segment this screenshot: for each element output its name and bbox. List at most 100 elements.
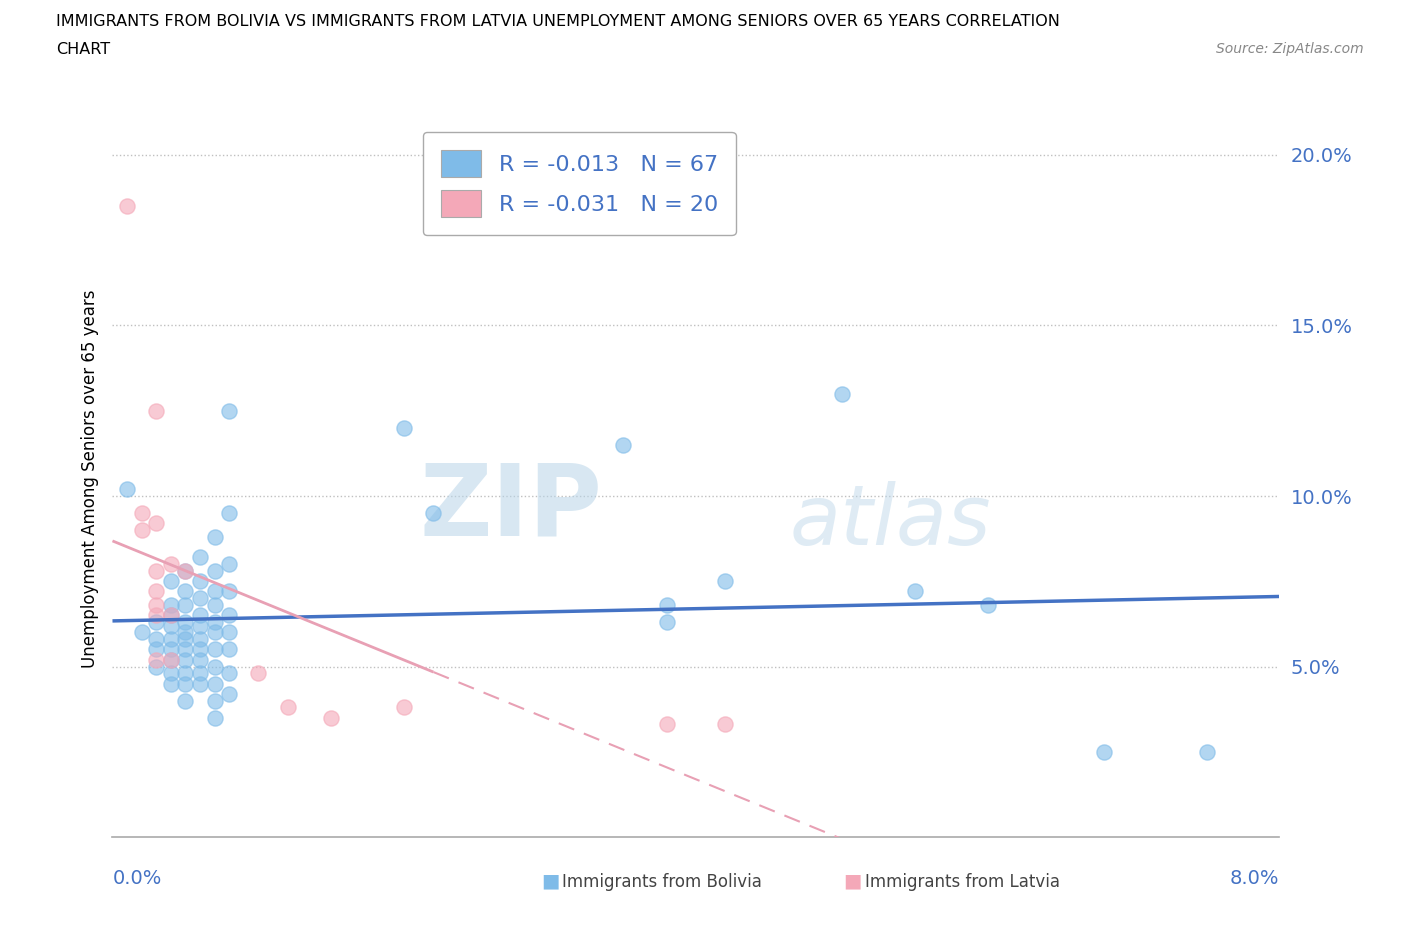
- Text: IMMIGRANTS FROM BOLIVIA VS IMMIGRANTS FROM LATVIA UNEMPLOYMENT AMONG SENIORS OVE: IMMIGRANTS FROM BOLIVIA VS IMMIGRANTS FR…: [56, 14, 1060, 29]
- Point: [188, 550, 211, 565]
- Point: [160, 666, 183, 681]
- Point: [655, 615, 678, 630]
- Point: [188, 676, 211, 691]
- Point: [204, 598, 226, 613]
- Point: [188, 608, 211, 623]
- Point: [218, 557, 240, 572]
- Point: [145, 584, 167, 599]
- Point: [831, 386, 853, 401]
- Point: [131, 523, 153, 538]
- Point: [145, 404, 167, 418]
- Point: [204, 529, 226, 544]
- Point: [145, 608, 167, 623]
- Point: [160, 574, 183, 589]
- Text: Immigrants from Bolivia: Immigrants from Bolivia: [562, 873, 762, 891]
- Point: [188, 666, 211, 681]
- Point: [160, 608, 183, 623]
- Point: [204, 584, 226, 599]
- Point: [714, 717, 737, 732]
- Point: [204, 676, 226, 691]
- Text: Source: ZipAtlas.com: Source: ZipAtlas.com: [1216, 42, 1364, 56]
- Text: 8.0%: 8.0%: [1230, 870, 1279, 888]
- Point: [714, 574, 737, 589]
- Point: [174, 598, 197, 613]
- Point: [131, 506, 153, 521]
- Point: [160, 652, 183, 667]
- Point: [174, 631, 197, 646]
- Point: [321, 711, 343, 725]
- Point: [160, 608, 183, 623]
- Point: [160, 652, 183, 667]
- Point: [1094, 744, 1116, 759]
- Point: [174, 564, 197, 578]
- Y-axis label: Unemployment Among Seniors over 65 years: Unemployment Among Seniors over 65 years: [80, 290, 98, 668]
- Point: [160, 676, 183, 691]
- Point: [160, 618, 183, 633]
- Point: [160, 557, 183, 572]
- Point: [204, 659, 226, 674]
- Text: Immigrants from Latvia: Immigrants from Latvia: [865, 873, 1060, 891]
- Point: [204, 564, 226, 578]
- Point: [612, 437, 634, 452]
- Point: [1195, 744, 1218, 759]
- Point: [188, 618, 211, 633]
- Point: [218, 506, 240, 521]
- Text: ■: ■: [541, 872, 560, 891]
- Point: [204, 625, 226, 640]
- Text: ZIP: ZIP: [420, 459, 603, 556]
- Point: [145, 615, 167, 630]
- Legend: R = -0.013   N = 67, R = -0.031   N = 20: R = -0.013 N = 67, R = -0.031 N = 20: [423, 132, 735, 235]
- Point: [145, 564, 167, 578]
- Point: [145, 631, 167, 646]
- Point: [218, 666, 240, 681]
- Point: [204, 642, 226, 657]
- Point: [174, 615, 197, 630]
- Point: [204, 693, 226, 708]
- Point: [174, 666, 197, 681]
- Point: [276, 700, 298, 715]
- Point: [655, 598, 678, 613]
- Text: CHART: CHART: [56, 42, 110, 57]
- Text: ■: ■: [844, 872, 862, 891]
- Point: [160, 642, 183, 657]
- Point: [218, 584, 240, 599]
- Point: [422, 506, 444, 521]
- Point: [145, 659, 167, 674]
- Point: [904, 584, 927, 599]
- Point: [188, 591, 211, 605]
- Point: [174, 584, 197, 599]
- Point: [976, 598, 998, 613]
- Point: [145, 598, 167, 613]
- Point: [145, 652, 167, 667]
- Point: [188, 631, 211, 646]
- Point: [160, 631, 183, 646]
- Point: [392, 420, 416, 435]
- Point: [174, 652, 197, 667]
- Point: [145, 516, 167, 531]
- Point: [218, 608, 240, 623]
- Point: [204, 711, 226, 725]
- Point: [131, 625, 153, 640]
- Point: [115, 199, 138, 214]
- Point: [188, 642, 211, 657]
- Point: [204, 615, 226, 630]
- Point: [655, 717, 678, 732]
- Text: atlas: atlas: [789, 482, 991, 563]
- Point: [188, 652, 211, 667]
- Point: [218, 642, 240, 657]
- Point: [115, 482, 138, 497]
- Point: [218, 686, 240, 701]
- Point: [174, 693, 197, 708]
- Point: [218, 404, 240, 418]
- Point: [174, 564, 197, 578]
- Point: [188, 574, 211, 589]
- Point: [392, 700, 416, 715]
- Point: [218, 625, 240, 640]
- Point: [145, 642, 167, 657]
- Text: 0.0%: 0.0%: [112, 870, 162, 888]
- Point: [174, 642, 197, 657]
- Point: [247, 666, 270, 681]
- Point: [174, 625, 197, 640]
- Point: [160, 598, 183, 613]
- Point: [174, 676, 197, 691]
